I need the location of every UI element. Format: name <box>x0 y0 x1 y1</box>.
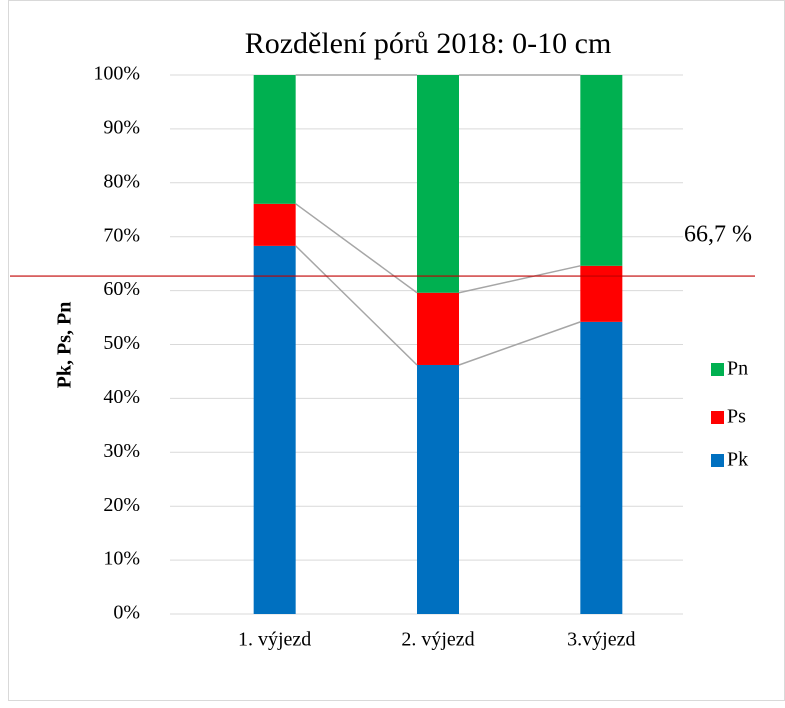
bar-segment <box>580 265 623 322</box>
bar-segment <box>253 75 296 204</box>
x-tick-label: 1. výjezd <box>238 629 311 651</box>
annotation: 66,7 % <box>684 222 752 248</box>
bar-segment <box>417 292 459 365</box>
x-tick-label: 2. výjezd <box>401 629 474 651</box>
bar-segment <box>253 203 296 246</box>
series-connector <box>458 321 581 366</box>
series-connector <box>295 203 418 294</box>
y-tick-label: 60% <box>103 278 140 300</box>
legend-swatch <box>711 411 724 424</box>
bar-segment <box>580 75 623 266</box>
series-connector <box>458 265 581 294</box>
bar-segment <box>417 75 459 293</box>
chart-title: Rozdělení pórů 2018: 0-10 cm <box>245 27 612 60</box>
legend-label: Pn <box>727 358 748 380</box>
y-axis-label: Pk, Ps, Pn <box>54 302 76 389</box>
legend-label: Ps <box>727 406 746 428</box>
bar-segment <box>253 245 296 614</box>
y-tick-label: 70% <box>103 224 140 246</box>
y-tick-label: 90% <box>103 116 140 138</box>
y-tick-label: 100% <box>93 63 140 85</box>
legend-swatch <box>711 454 724 467</box>
y-tick-label: 10% <box>103 548 140 570</box>
y-tick-label: 0% <box>113 602 140 624</box>
y-tick-label: 40% <box>103 386 140 408</box>
x-tick-label: 3.výjezd <box>567 629 635 651</box>
legend-label: Pk <box>727 449 748 471</box>
bar-segment <box>580 321 623 614</box>
bar-segment <box>417 364 459 614</box>
y-tick-label: 30% <box>103 440 140 462</box>
legend-swatch <box>711 363 724 376</box>
y-tick-label: 20% <box>103 494 140 516</box>
y-tick-label: 80% <box>103 170 140 192</box>
series-connector <box>295 245 418 366</box>
y-tick-label: 50% <box>103 332 140 354</box>
